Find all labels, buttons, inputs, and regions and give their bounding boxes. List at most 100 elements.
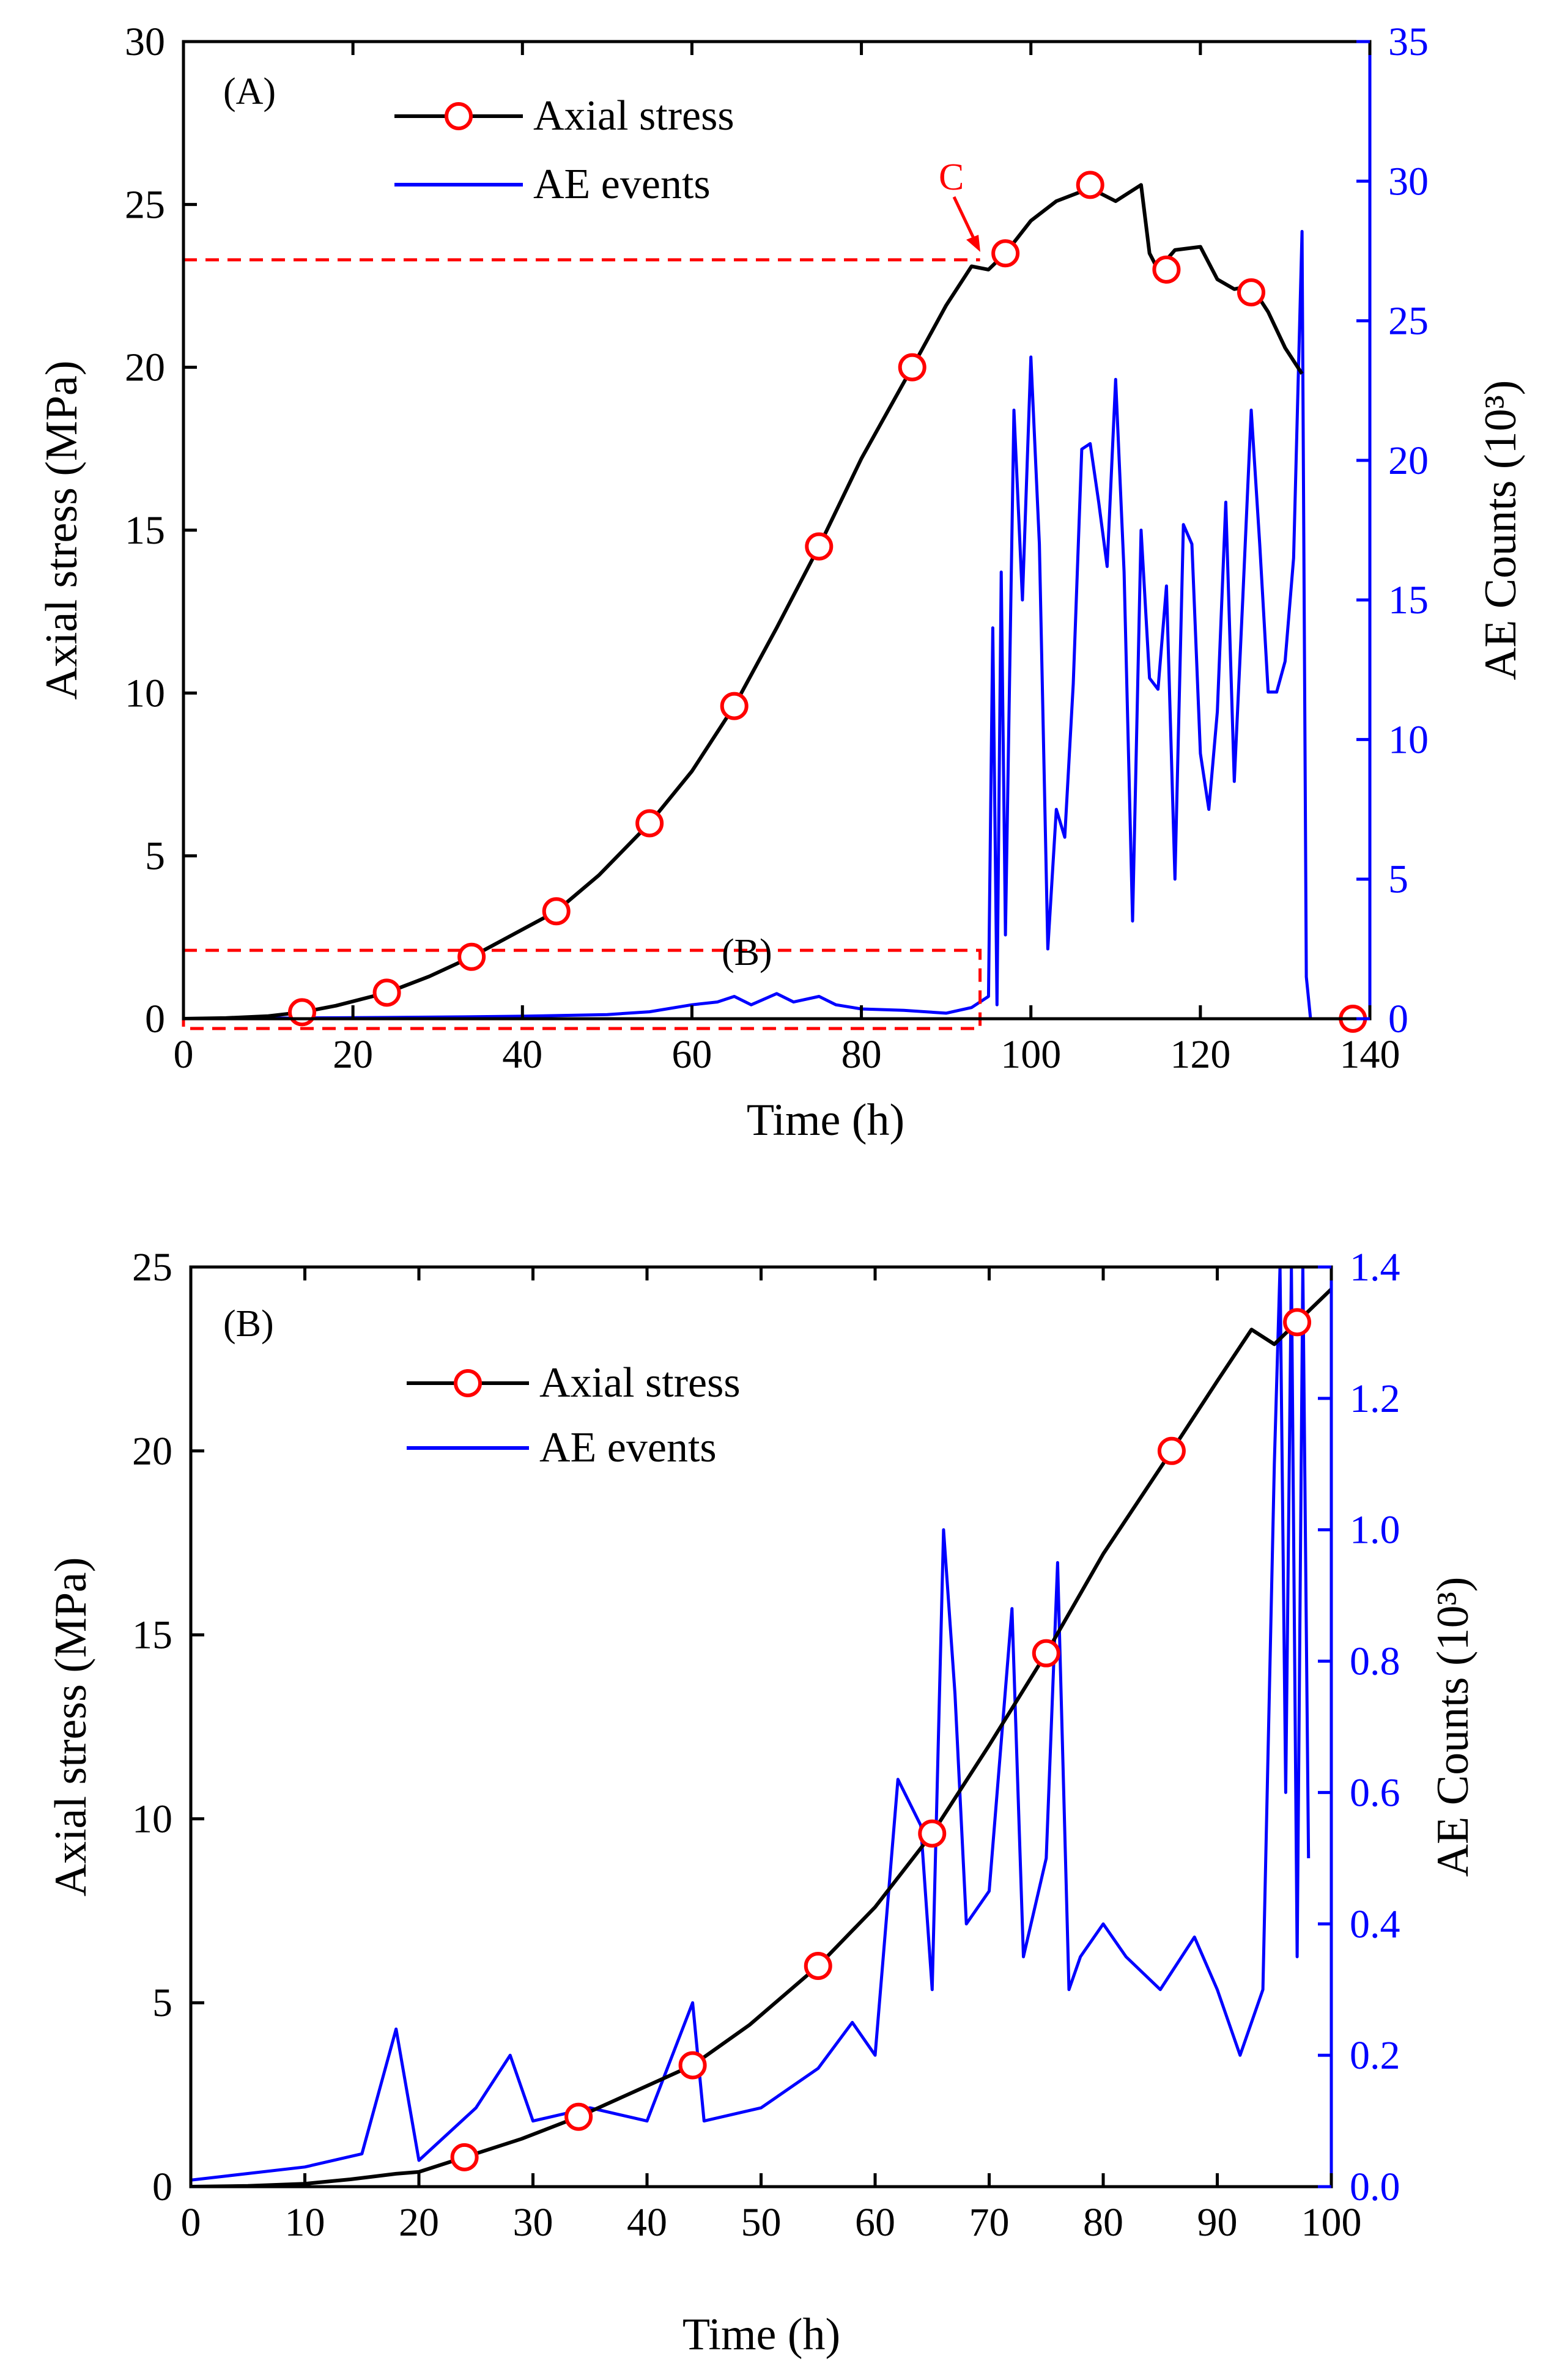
panel-a-xtick-label: 120 [1170,1032,1230,1077]
panel-b-y2tick-label: 0.8 [1350,1639,1400,1684]
panel-a-plot-frame [182,40,1372,1021]
panel-b-ytick-label: 15 [132,1613,172,1658]
panel-a-ytick-label: 25 [125,182,165,227]
panel-b-stress-marker [1157,1436,1186,1465]
panel-b-data [191,1267,1331,2187]
panel-a-y2tick-label: 35 [1388,20,1429,64]
panel-b-ytick-label: 20 [132,1429,172,1474]
panel-b-xlabel: Time (h) [682,2310,840,2360]
panel-b-ytick-label: 25 [132,1245,172,1290]
panel-a-ylabel: Axial stress (MPa) [37,361,87,700]
panel-a-y2tick-label: 25 [1388,299,1429,344]
panel-a-xtick-label: 60 [671,1032,712,1077]
chart-panel-b: 0 10 20 30 40 50 60 70 80 90 100 0 5 10 15 20 25 0.0 0.2 0.… [46,1245,1478,2360]
panel-b-axial-stress-line [191,1287,1331,2187]
panel-b-ytick-label: 10 [132,1797,172,1841]
panel-a-y2tick-label: 30 [1388,159,1429,204]
panel-a-y2tick-label: 10 [1388,717,1429,762]
panel-b-ticks: 0 10 20 30 40 50 60 70 80 90 100 0 5 10 15 20 25 0.0 0.2 0.… [132,1245,1400,2245]
panel-a-y2tick-label: 5 [1388,857,1408,902]
panel-a-xtick-label: 140 [1340,1032,1400,1077]
panel-a-stress-marker [991,239,1020,268]
panel-b-xtick-label: 90 [1197,2200,1238,2245]
panel-b-label: (B) [223,1303,274,1345]
panel-a-y2label: AE Counts (10³) [1476,380,1526,681]
panel-a-ytick-label: 5 [145,834,165,879]
panel-a-stress-marker [457,942,486,971]
panel-b-xtick-label: 40 [627,2200,667,2245]
panel-a-legend-stress-marker [445,102,473,130]
panel-b-xtick-label: 50 [741,2200,782,2245]
panel-a-xtick-label: 40 [502,1032,542,1077]
panel-b-xtick-label: 80 [1083,2200,1123,2245]
panel-a-stress-marker [720,692,749,720]
panel-a-xtick-label: 20 [333,1032,373,1077]
panel-a-legend-ae-label: AE events [533,161,711,208]
panel-b-legend-stress-marker [454,1369,482,1397]
panel-b-stress-marker [1032,1639,1060,1668]
panel-b-xtick-label: 60 [855,2200,895,2245]
panel-a-y2tick-label: 15 [1388,578,1429,622]
panel-a-stress-marker [288,998,316,1027]
panel-a-annotation-c-arrowhead [966,235,980,252]
panel-a-xtick-label: 0 [174,1032,194,1077]
panel-a-annotation-b: (B) [722,932,772,973]
panel-b-ytick-label: 5 [152,1981,172,2025]
panel-a-ytick-label: 0 [145,997,165,1041]
panel-a-label: (A) [223,71,276,113]
panel-b-ae-events-line [191,1267,1311,2182]
panel-a-axial-stress-line [183,183,1304,1019]
panel-b-plot-frame [189,1265,1333,2189]
panel-b-y2tick-label: 0.0 [1350,2165,1400,2209]
panel-a-ytick-label: 30 [125,20,165,64]
panel-a-ticks: 0 20 40 60 80 100 120 1400510152025300510152025… [125,20,1429,1077]
panel-a-stress-marker [1152,255,1181,284]
panel-a-xtick-label: 100 [1000,1032,1061,1077]
panel-a-stress-marker [1237,278,1265,307]
panel-a-ytick-label: 10 [125,671,165,715]
panel-b-xtick-label: 20 [399,2200,439,2245]
chart-panel-a: 0 20 40 60 80 100 120 1400510152025300510152025… [37,20,1526,1145]
panel-a-stress-marker [635,809,664,838]
panel-b-ytick-label: 0 [152,2165,172,2209]
panel-b-y2tick-label: 0.4 [1350,1902,1400,1946]
panel-a-ytick-label: 15 [125,508,165,553]
panel-a-stress-marker [805,532,834,561]
panel-a-legend: Axial stress AE events [394,92,734,208]
panel-a-stress-marker [1076,171,1104,199]
panel-a-annotation-c: C [939,157,964,198]
panel-a-legend-stress-label: Axial stress [533,92,734,139]
panel-b-xtick-label: 10 [285,2200,325,2245]
panel-b-y2label: AE Counts (10³) [1428,1577,1478,1877]
panel-a-ae-events-line [183,230,1312,1019]
panel-a-stress-marker [542,897,571,926]
panel-b-y2tick-label: 1.4 [1350,1245,1400,1290]
panel-b-xtick-label: 100 [1301,2200,1362,2245]
panel-a-data [182,171,1367,1033]
panel-b-y2tick-label: 1.2 [1350,1376,1400,1421]
panel-b-legend-stress-label: Axial stress [539,1359,741,1406]
panel-b-xtick-label: 70 [969,2200,1010,2245]
panel-b-ylabel: Axial stress (MPa) [46,1557,96,1897]
panel-b-xtick-label: 30 [513,2200,553,2245]
panel-b-stress-marker [1283,1308,1312,1337]
panel-b-stress-marker [564,2102,593,2131]
panel-a-y2tick-label: 20 [1388,438,1429,483]
panel-b-stress-marker [918,1819,947,1848]
panel-b-y2tick-label: 0.6 [1350,1770,1400,1815]
panel-b-stress-marker [450,2143,479,2171]
panel-a-xtick-label: 80 [841,1032,882,1077]
panel-b-stress-marker [804,1952,832,1981]
panel-b-legend: Axial stress AE events [407,1359,741,1471]
panel-a-stress-marker [898,353,926,382]
panel-a-xlabel: Time (h) [747,1095,904,1145]
panel-b-y2tick-label: 1.0 [1350,1508,1400,1553]
panel-b-y2tick-label: 0.2 [1350,2033,1400,2078]
panel-b-legend-ae-label: AE events [539,1424,717,1471]
panel-a-zoom-region-box [182,948,982,1030]
panel-a-ytick-label: 20 [125,345,165,390]
panel-a-stress-marker [372,978,401,1007]
panel-b-xtick-label: 0 [181,2200,201,2245]
panel-a-y2tick-label: 0 [1388,997,1408,1041]
